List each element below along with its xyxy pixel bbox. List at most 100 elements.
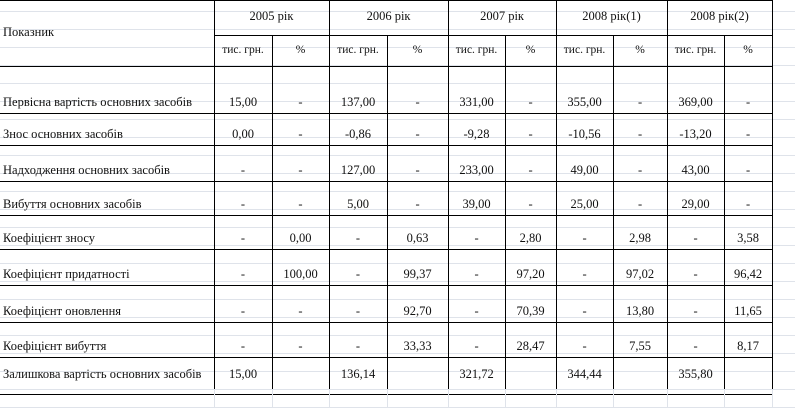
percent-cell: - (504, 181, 557, 216)
percent-cell: 8,17 (723, 322, 773, 358)
percent-cell: 7,55 (612, 322, 668, 358)
value-cell: 15,00 (213, 357, 273, 395)
percent-cell: - (386, 113, 449, 146)
value-cell: -9,28 (447, 113, 506, 146)
header-unit-percent: % (386, 35, 449, 67)
value-cell: - (555, 249, 614, 286)
gridline (724, 389, 725, 408)
header-unit-percent: % (271, 35, 330, 67)
table-row: Коефіцієнт вибуття - - -33,33-28,47-7,55-8,… (0, 322, 773, 358)
value-cell: 0,00 (213, 113, 273, 146)
table-row: Залишкова вартість основних засобів 15,00… (0, 357, 773, 395)
value-cell: - (328, 249, 388, 286)
percent-cell: 92,70 (386, 285, 449, 323)
table-row: Знос основних засобів 0,00- -0,86- -9,28- -1… (0, 113, 773, 146)
value-cell: -10,56 (555, 113, 614, 146)
value-cell: 15,00 (213, 66, 273, 114)
percent-cell: - (271, 285, 330, 323)
value-cell: 5,00 (328, 181, 388, 216)
percent-cell: - (271, 113, 330, 146)
table-row: Коефіцієнт зносу -0,00-0,63-2,80-2,98-3,5… (0, 215, 773, 250)
gridline (556, 389, 557, 408)
row-label: Залишкова вартість основних засобів (0, 357, 215, 395)
percent-cell: - (504, 145, 557, 182)
percent-cell: 3,58 (723, 215, 773, 250)
value-cell: - (328, 285, 388, 323)
value-cell: -13,20 (666, 113, 725, 146)
header-unit-percent: % (504, 35, 557, 67)
percent-cell: 97,20 (504, 249, 557, 286)
gridline (214, 389, 215, 408)
value-cell: 25,00 (555, 181, 614, 216)
table-row: Первісна вартість основних засобів 15,00-… (0, 66, 773, 114)
value-cell: 344,44 (555, 357, 614, 395)
percent-cell: - (271, 181, 330, 216)
value-cell: - (555, 215, 614, 250)
percent-cell: - (612, 113, 668, 146)
value-cell: - (213, 181, 273, 216)
header-year: 2006 рік (328, 0, 449, 36)
percent-cell: - (504, 113, 557, 146)
gridline (329, 389, 330, 408)
percent-cell: - (386, 145, 449, 182)
value-cell: 39,00 (447, 181, 506, 216)
percent-cell: 2,98 (612, 215, 668, 250)
percent-cell: 11,65 (723, 285, 773, 323)
header-year: 2005 рік (213, 0, 330, 36)
percent-cell: 33,33 (386, 322, 449, 358)
value-cell: 233,00 (447, 145, 506, 182)
percent-cell: - (386, 66, 449, 114)
value-cell: 137,00 (328, 66, 388, 114)
table-row: Коефіцієнт оновлення - - -92,70-70,39-13,80… (0, 285, 773, 323)
value-cell: 136,14 (328, 357, 388, 395)
row-label: Первісна вартість основних засобів (0, 66, 215, 114)
header-unit-value: тис. грн. (447, 35, 506, 67)
table-row: Надходження основних засобів - -127,00-233… (0, 145, 773, 182)
header-year: 2008 рік(2) (666, 0, 773, 36)
header-unit-value: тис. грн. (328, 35, 388, 67)
header-indicator: Показник (0, 0, 215, 67)
percent-cell: 0,63 (386, 215, 449, 250)
value-cell: - (328, 215, 388, 250)
value-cell: - (666, 215, 725, 250)
row-label: Надходження основних засобів (0, 145, 215, 182)
percent-cell: - (612, 145, 668, 182)
value-cell: - (666, 322, 725, 358)
value-cell: 43,00 (666, 145, 725, 182)
percent-cell: 0,00 (271, 215, 330, 250)
value-cell: - (447, 215, 506, 250)
row-label: Коефіцієнт придатності (0, 249, 215, 286)
percent-cell (271, 357, 330, 395)
value-cell: 49,00 (555, 145, 614, 182)
value-cell: - (447, 285, 506, 323)
gridline (448, 389, 449, 408)
percent-cell: 2,80 (504, 215, 557, 250)
gridline (272, 389, 273, 408)
percent-cell: 100,00 (271, 249, 330, 286)
row-label: Коефіцієнт вибуття (0, 322, 215, 358)
value-cell: - (555, 322, 614, 358)
percent-cell: 70,39 (504, 285, 557, 323)
percent-cell: 28,47 (504, 322, 557, 358)
header-year: 2008 рік(1) (555, 0, 668, 36)
percent-cell: - (612, 181, 668, 216)
value-cell: 355,00 (555, 66, 614, 114)
value-cell: 29,00 (666, 181, 725, 216)
gridline (667, 389, 668, 408)
percent-cell: - (271, 145, 330, 182)
header-unit-percent: % (723, 35, 773, 67)
percent-cell: - (271, 66, 330, 114)
value-cell: - (555, 285, 614, 323)
gridline (772, 389, 773, 408)
gridline (505, 389, 506, 408)
value-cell: - (666, 249, 725, 286)
value-cell: - (213, 285, 273, 323)
percent-cell: 96,42 (723, 249, 773, 286)
percent-cell: - (723, 113, 773, 146)
percent-cell: - (504, 66, 557, 114)
percent-cell: - (386, 181, 449, 216)
header-unit-value: тис. грн. (555, 35, 614, 67)
row-label: Коефіцієнт оновлення (0, 285, 215, 323)
percent-cell (612, 357, 668, 395)
value-cell: -0,86 (328, 113, 388, 146)
